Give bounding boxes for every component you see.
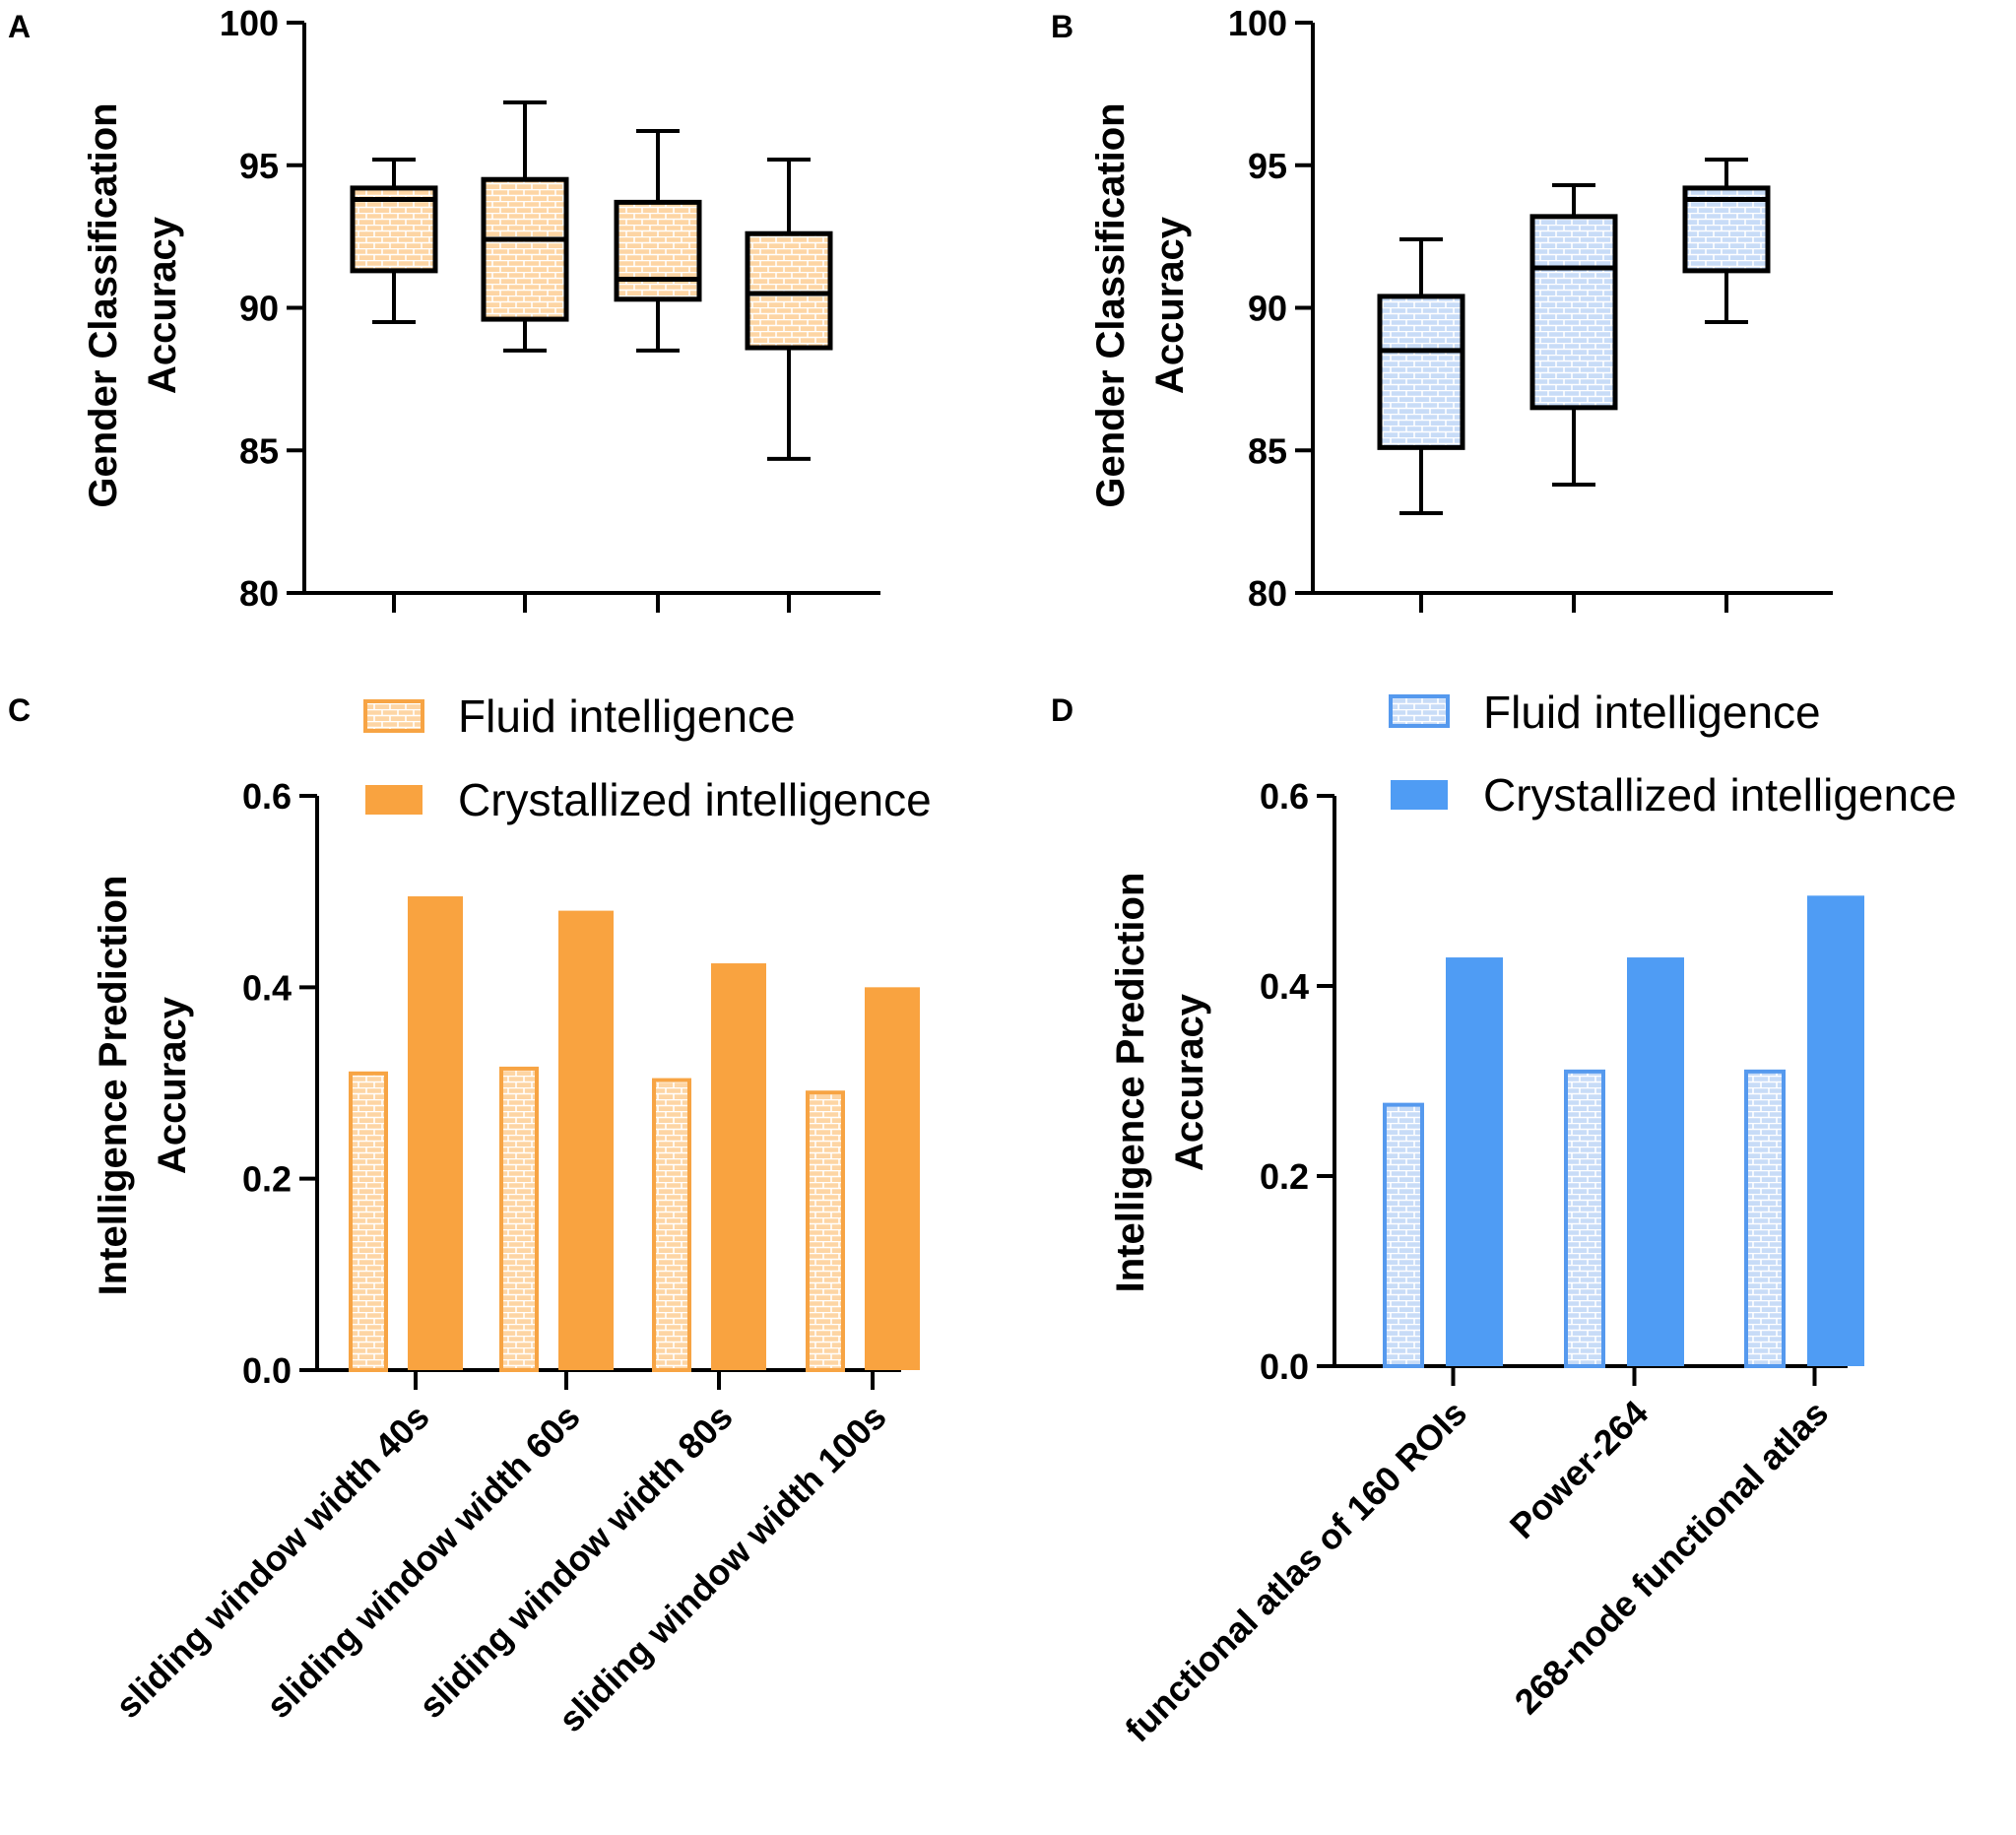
panel-a-ytick-label: 95 — [239, 146, 279, 186]
panel-a-box — [614, 199, 702, 302]
panel-c-legend-fluid-label: Fluid intelligence — [458, 690, 796, 742]
panel-d-ylabel-line2: Accuracy — [1168, 993, 1211, 1171]
panel-d-category-label: Power-264 — [1502, 1393, 1656, 1546]
panel-c-bar-fluid — [806, 1090, 845, 1372]
panel-label-c: C — [8, 692, 31, 728]
panel-a-ytick-label: 80 — [239, 573, 279, 614]
panel-d-bar-crystallized — [1627, 957, 1684, 1366]
panel-d-category-label: functional atlas of 160 ROIs — [1117, 1393, 1474, 1750]
panel-c-category-label: sliding window width 100s — [551, 1397, 894, 1740]
panel-c-bar-fluid — [349, 1071, 388, 1372]
panel-d-barchart: Intelligence Prediction Accuracy Fluid i… — [1109, 687, 1957, 1749]
panel-b-box — [1529, 214, 1618, 411]
panel-b-boxplot: Gender Classification Accuracy 80 85 90 95 1… — [1089, 3, 1833, 614]
panel-d-ytick-label: 0.2 — [1260, 1156, 1309, 1197]
panel-a-box — [481, 176, 569, 322]
panel-c-bar-crystallized — [711, 963, 766, 1370]
panel-label-a: A — [8, 9, 31, 44]
panel-d-legend-fluid-swatch — [1389, 694, 1450, 728]
panel-c-ytick-label: 0.4 — [242, 967, 292, 1008]
panel-d-ytick-label: 0.0 — [1260, 1346, 1309, 1387]
panel-c-ylabel-line2: Accuracy — [151, 996, 194, 1174]
panel-c-ylabel-line1: Intelligence Prediction — [92, 876, 135, 1296]
panel-a-ytick-label: 85 — [239, 430, 279, 471]
panel-b-ylabel-line2: Accuracy — [1148, 216, 1192, 394]
panel-c-barchart: Intelligence Prediction Accuracy Fluid i… — [92, 690, 932, 1739]
panel-c-ytick-label: 0.2 — [242, 1159, 292, 1200]
panel-a-boxplot: Gender Classification Accuracy 80 85 90 95 1… — [82, 3, 880, 614]
panel-d-bar-fluid — [1564, 1069, 1605, 1368]
panel-c-bar-fluid — [499, 1066, 539, 1373]
panel-d-bar-fluid — [1383, 1102, 1424, 1368]
panel-a-ytick-label: 100 — [220, 3, 279, 43]
panel-d-bar-fluid — [1744, 1069, 1786, 1368]
panel-d-bar-crystallized — [1807, 895, 1864, 1366]
panel-d-legend-crystallized-swatch — [1391, 780, 1448, 810]
panel-d-legend-fluid-label: Fluid intelligence — [1483, 687, 1821, 738]
panel-c-category-label: sliding window width 40s — [107, 1397, 436, 1726]
panel-b-box — [1377, 294, 1465, 450]
panel-c-bar-fluid — [652, 1078, 691, 1372]
panel-d-bar-crystallized — [1446, 957, 1503, 1366]
panel-c-category-label: sliding window width 80s — [411, 1397, 740, 1726]
panel-a-ylabel-line2: Accuracy — [141, 216, 184, 394]
panel-c-ytick-label: 0.6 — [242, 776, 292, 817]
panel-c-category-label: sliding window width 60s — [258, 1397, 587, 1726]
panel-b-ylabel-line1: Gender Classification — [1089, 102, 1133, 507]
panel-a-ytick-label: 90 — [239, 289, 279, 329]
panel-b-ytick-label: 90 — [1248, 289, 1287, 329]
panel-d-category-label: 268-node functional atlas — [1507, 1393, 1837, 1723]
panel-a-box — [745, 230, 833, 351]
panel-label-b: B — [1051, 9, 1073, 44]
panel-c-bar-crystallized — [408, 896, 463, 1370]
panel-c-ytick-label: 0.0 — [242, 1350, 292, 1391]
panel-b-ytick-label: 100 — [1228, 3, 1287, 43]
panel-c-legend-crystallized-label: Crystallized intelligence — [458, 774, 932, 825]
panel-label-d: D — [1051, 692, 1073, 728]
panel-c-bar-crystallized — [865, 987, 920, 1370]
panel-d-ytick-label: 0.6 — [1260, 776, 1309, 817]
panel-c-legend-fluid-swatch — [363, 699, 424, 733]
panel-d-ylabel-line1: Intelligence Prediction — [1109, 873, 1152, 1293]
panel-b-ytick-label: 95 — [1248, 146, 1287, 186]
panel-b-ytick-label: 80 — [1248, 573, 1287, 614]
panel-b-ytick-label: 85 — [1248, 430, 1287, 471]
panel-d-legend: Fluid intelligence Crystallized intellig… — [1389, 687, 1957, 820]
panel-c-bar-crystallized — [558, 910, 614, 1370]
panel-d-legend-crystallized-label: Crystallized intelligence — [1483, 769, 1957, 820]
panel-c-legend: Fluid intelligence Crystallized intellig… — [363, 690, 932, 825]
panel-c-legend-crystallized-swatch — [365, 785, 423, 815]
panel-a-ylabel-line1: Gender Classification — [82, 102, 125, 507]
panel-d-ytick-label: 0.4 — [1260, 966, 1309, 1007]
